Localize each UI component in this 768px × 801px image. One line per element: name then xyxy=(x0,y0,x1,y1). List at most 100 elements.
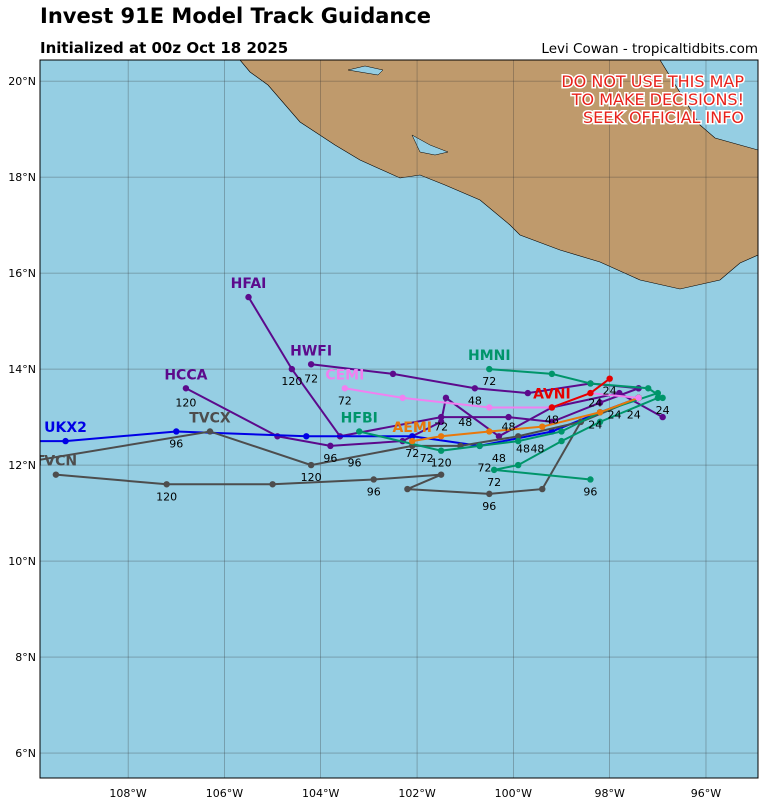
hour-label: 96 xyxy=(583,485,597,498)
x-tick-label: 102°W xyxy=(398,787,435,800)
title: Invest 91E Model Track Guidance xyxy=(40,4,431,28)
track-point xyxy=(558,437,565,445)
y-tick-label: 12°N xyxy=(8,459,36,472)
subtitle: Initialized at 00z Oct 18 2025 xyxy=(40,39,288,57)
track-line xyxy=(493,396,659,481)
track-point xyxy=(307,361,315,368)
hour-label: 96 xyxy=(323,452,337,465)
hour-label: 96 xyxy=(482,500,496,513)
track-point xyxy=(616,389,623,397)
track-point xyxy=(548,404,556,411)
hour-label: 48 xyxy=(545,413,559,426)
y-tick-label: 20°N xyxy=(8,75,36,88)
track-name: HFBI xyxy=(341,410,378,426)
x-tick-label: 98°W xyxy=(594,787,624,800)
track-point xyxy=(437,433,445,440)
track-point xyxy=(409,433,416,440)
hour-label: 72 xyxy=(434,421,448,434)
warning-text: DO NOT USE THIS MAP xyxy=(561,72,744,91)
track-point xyxy=(173,428,180,435)
track-point xyxy=(182,385,190,392)
y-tick-label: 16°N xyxy=(8,267,36,280)
hour-label: 72 xyxy=(487,476,501,489)
track-line xyxy=(185,387,664,447)
track-point xyxy=(399,394,406,402)
y-tick-label: 6°N xyxy=(15,747,36,760)
track-point xyxy=(269,481,276,488)
track-point xyxy=(486,428,493,435)
track-line xyxy=(40,396,639,467)
hour-label: 24 xyxy=(627,409,641,422)
track-point xyxy=(437,447,445,454)
x-tick-label: 104°W xyxy=(302,787,339,800)
hour-label: 48 xyxy=(516,442,530,455)
lake xyxy=(411,134,449,156)
track-point xyxy=(490,466,498,474)
y-tick-label: 14°N xyxy=(8,363,36,376)
track-point xyxy=(654,394,662,402)
track-line xyxy=(247,296,639,438)
track-point xyxy=(514,461,522,469)
track-point xyxy=(486,490,493,498)
y-tick-label: 10°N xyxy=(8,555,36,568)
track-name: TVCN xyxy=(35,454,77,470)
track-name: UKX2 xyxy=(44,420,87,436)
track-point xyxy=(539,423,546,430)
hour-label: 120 xyxy=(156,490,177,503)
track-point xyxy=(539,485,546,493)
track-point xyxy=(558,428,565,435)
x-tick-label: 106°W xyxy=(206,787,243,800)
y-tick-label: 18°N xyxy=(8,171,36,184)
track-name: HCCA xyxy=(164,367,207,383)
track-point xyxy=(389,370,397,378)
hour-label: 48 xyxy=(530,442,544,455)
track-point xyxy=(505,413,512,421)
track-point xyxy=(245,293,252,301)
track-point xyxy=(33,438,39,444)
warning-text: TO MAKE DECISIONS! xyxy=(571,90,744,109)
hour-label: 24 xyxy=(607,409,621,422)
track-point xyxy=(596,409,604,416)
track-point xyxy=(327,442,334,450)
track-name: HFAI xyxy=(231,276,267,292)
track-point xyxy=(514,437,522,445)
track-name: AVNI xyxy=(533,386,571,402)
hour-label: 72 xyxy=(338,394,352,407)
track-point xyxy=(524,389,532,397)
hour-label: 72 xyxy=(482,375,496,388)
hour-label: 48 xyxy=(468,394,482,407)
track-point xyxy=(596,418,604,426)
x-tick-label: 108°W xyxy=(109,787,146,800)
hour-label: 24 xyxy=(656,404,670,417)
track-point xyxy=(206,428,214,435)
y-tick-label: 8°N xyxy=(15,651,36,664)
track-point xyxy=(596,399,604,406)
track-point xyxy=(654,389,662,397)
track-point xyxy=(62,437,69,445)
x-tick-label: 96°W xyxy=(691,787,721,800)
track-name: HMNI xyxy=(468,348,511,364)
credit: Levi Cowan - tropicaltidbits.com xyxy=(541,41,758,57)
track-point xyxy=(356,428,363,435)
track-point xyxy=(645,385,652,392)
track-point xyxy=(635,394,642,402)
track-point xyxy=(486,365,493,373)
track-point xyxy=(52,471,60,478)
track-point xyxy=(437,418,445,426)
track-name: TVCX xyxy=(189,410,231,426)
track-point xyxy=(404,485,411,493)
x-tick-label: 100°W xyxy=(495,787,532,800)
lake xyxy=(347,65,384,76)
track-point xyxy=(476,442,483,450)
hour-label: 24 xyxy=(603,385,617,398)
track-line xyxy=(55,396,639,495)
track-point xyxy=(471,385,479,392)
land xyxy=(239,60,758,290)
track-point xyxy=(548,370,556,378)
track-point xyxy=(659,413,666,421)
hour-label: 48 xyxy=(458,416,472,429)
track-point xyxy=(495,433,503,440)
hour-label: 48 xyxy=(492,452,506,465)
track-point xyxy=(370,476,377,483)
